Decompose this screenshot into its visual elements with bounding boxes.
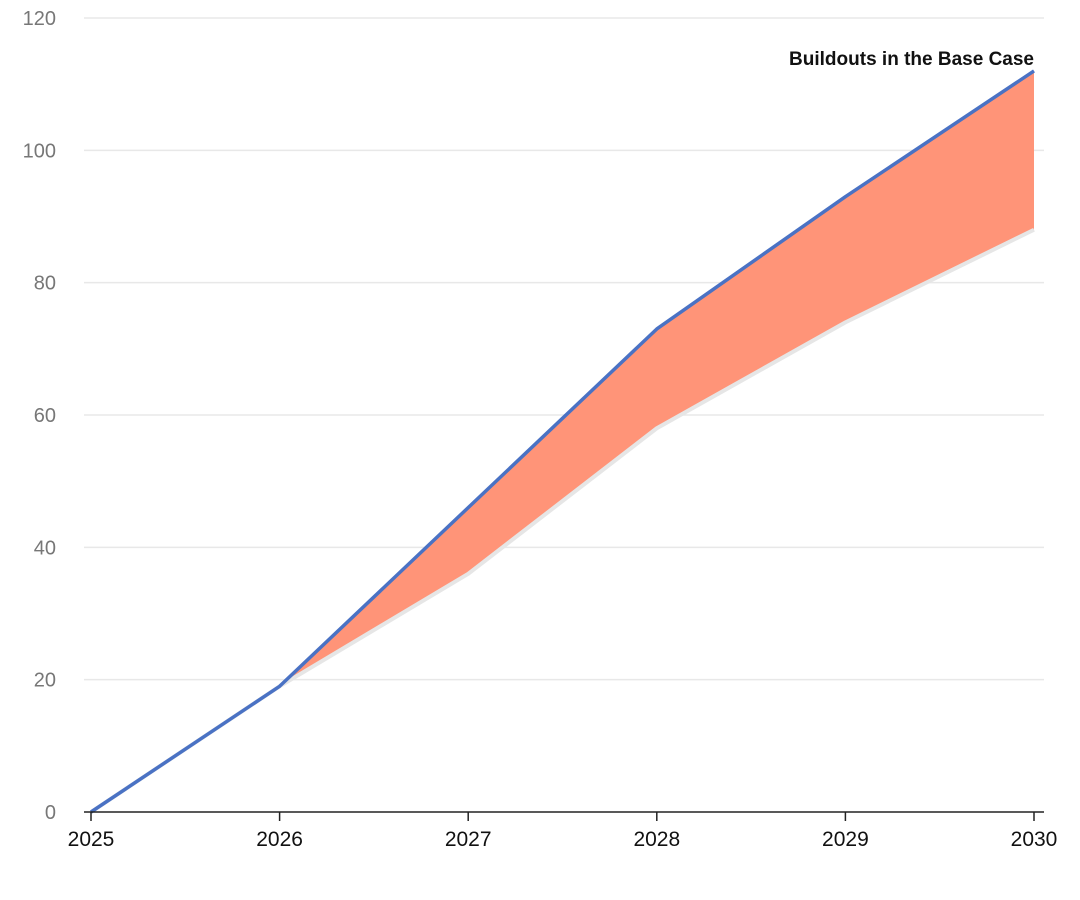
band-layer bbox=[91, 70, 1034, 812]
lower-series-line bbox=[89, 227, 1035, 814]
x-tick-label: 2025 bbox=[68, 828, 115, 851]
y-axis-ticks: 0 20 40 60 80 100 120 bbox=[23, 8, 56, 824]
range-band bbox=[91, 70, 1034, 812]
y-tick-label: 40 bbox=[34, 537, 56, 559]
x-tick-label: 2027 bbox=[445, 828, 492, 851]
x-tick-label: 2028 bbox=[633, 828, 680, 851]
x-axis bbox=[84, 811, 1044, 821]
series-lines bbox=[89, 69, 1035, 814]
x-tick-label: 2029 bbox=[822, 828, 869, 851]
upper-series-line bbox=[90, 69, 1035, 814]
grid-lines bbox=[84, 17, 1044, 681]
x-tick-label: 2026 bbox=[256, 828, 303, 851]
y-tick-label: 120 bbox=[23, 8, 56, 30]
x-axis-ticks: 2025 2026 2027 2028 2029 2030 bbox=[68, 828, 1058, 851]
y-tick-label: 100 bbox=[23, 140, 56, 162]
y-tick-label: 80 bbox=[34, 273, 56, 295]
y-tick-label: 60 bbox=[34, 405, 56, 427]
annotation-label: Buildouts in the Base Case bbox=[789, 49, 1034, 70]
y-tick-label: 0 bbox=[45, 802, 56, 824]
x-tick-label: 2030 bbox=[1011, 828, 1058, 851]
y-tick-label: 20 bbox=[34, 670, 56, 692]
